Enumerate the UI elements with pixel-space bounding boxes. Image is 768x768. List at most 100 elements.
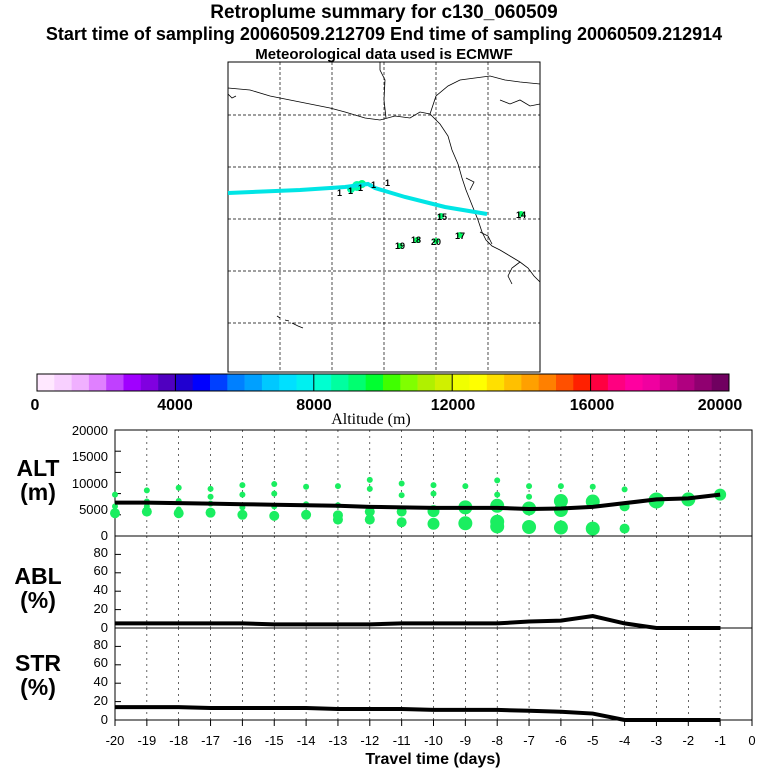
colorbar-cell (694, 374, 712, 391)
trajectory-map: 1 1 1 1 1 14 15 17 18 19 20 (227, 61, 541, 373)
colorbar-tick-label: 8000 (296, 397, 332, 414)
alt-particle-dot (427, 517, 440, 530)
x-axis-label: Travel time (days) (365, 751, 500, 768)
colorbar-cell (192, 374, 211, 391)
colorbar-cell (486, 374, 505, 391)
str-ytick-label: 40 (94, 674, 108, 689)
alt-particle-dot (332, 514, 343, 525)
abl-ytick-label: 0 (101, 620, 108, 635)
colorbar-cell (54, 374, 72, 391)
alt-particle-dot (621, 486, 628, 493)
alt-particle-dot (173, 508, 184, 519)
particle-marker (397, 243, 403, 249)
alt-particle-dot (271, 481, 278, 488)
colorbar-cell (348, 374, 366, 391)
colorbar-cell (383, 374, 401, 391)
alt-particle-dot (490, 519, 505, 534)
alt-particle-dot (553, 520, 568, 535)
alt-ylabel-unit: (m) (20, 479, 56, 505)
day-label: 1 (385, 178, 390, 188)
colorbar-cell (469, 374, 488, 391)
x-tick-label: -20 (106, 733, 125, 748)
alt-particle-dot (269, 510, 280, 521)
colorbar-cell (452, 374, 470, 391)
alt-particle-dot (143, 487, 150, 494)
colorbar-cell (244, 374, 263, 391)
colorbar-cell (434, 374, 453, 391)
alt-particle-dot (619, 523, 630, 534)
alt-particle-dot (462, 483, 469, 490)
x-tick-label: -8 (491, 733, 503, 748)
colorbar-cell (210, 374, 228, 391)
colorbar-cell (590, 374, 609, 391)
alt-particle-dot (522, 519, 537, 534)
colorbar-frame (36, 373, 730, 392)
abl-ytick-label: 40 (94, 582, 108, 597)
alt-particle-dot (112, 491, 118, 498)
alt-particle-dot (490, 498, 505, 513)
x-tick-label: -7 (523, 733, 535, 748)
x-tick-label: -12 (360, 733, 379, 748)
day-label: 15 (437, 212, 447, 222)
alt-particle-dot (237, 509, 248, 520)
colorbar-cell (607, 374, 626, 391)
alt-panel: ALT (m) 20000 15000 10000 5000 0 (16, 423, 753, 543)
colorbar-cell (659, 374, 678, 391)
colorbar-cell (261, 374, 280, 391)
str-ytick-label: 80 (94, 637, 108, 652)
str-ytick-label: 60 (94, 655, 108, 670)
day-label: 1 (371, 180, 376, 190)
colorbar-cell (504, 374, 522, 391)
colorbar-tick-label: 16000 (570, 397, 615, 414)
alt-particle-dot (458, 516, 473, 531)
day-labels: 1 1 1 1 1 14 15 17 18 19 20 (337, 178, 526, 251)
alt-particle-dot (112, 503, 118, 510)
x-tick-label: -18 (169, 733, 188, 748)
alt-particle-dot (430, 482, 437, 489)
day-label: 14 (516, 210, 526, 220)
x-axis-ticks: -20 -19 -18 -17 -16 -15 -14 -13 -12 -11 -10 -9 -8 -7-… (106, 720, 756, 748)
colorbar-cell (642, 374, 661, 391)
day-label: 18 (411, 235, 421, 245)
alt-particle-dot (494, 477, 501, 484)
x-tick-label: -2 (683, 733, 695, 748)
particle-marker (438, 213, 444, 219)
day-label: 17 (455, 231, 465, 241)
x-tick-label: -11 (393, 733, 411, 748)
alt-ytick-label: 10000 (72, 476, 108, 491)
x-tick-label: -10 (424, 733, 443, 748)
colorbar-cell (400, 374, 418, 391)
alt-particle-dot (557, 483, 564, 490)
alt-ylabel: ALT (16, 455, 59, 481)
colorbar-cell (538, 374, 557, 391)
colorbar-cell (313, 374, 332, 391)
x-tick-label: -14 (297, 733, 316, 748)
alt-particle-dot (175, 484, 182, 491)
x-tick-label: -13 (329, 733, 348, 748)
colorbar-tick-label: 0 (31, 397, 40, 414)
str-line (115, 705, 721, 722)
trajectory-line (227, 181, 488, 216)
x-tick-label: -9 (460, 733, 472, 748)
alt-particle-dot (271, 490, 278, 497)
alt-particle-dot (526, 493, 533, 500)
colorbar-tick-label: 12000 (431, 397, 476, 414)
alt-ytick-label: 0 (101, 528, 108, 543)
alt-particle-dot (526, 483, 533, 490)
abl-ylabel: ABL (14, 563, 61, 589)
map-gridlines (228, 62, 540, 372)
day-label: 19 (395, 241, 405, 251)
day-label: 20 (431, 237, 441, 247)
colorbar-cell (521, 374, 539, 391)
x-tick-label: -1 (714, 733, 726, 748)
colorbar-cell (365, 374, 384, 391)
coastlines (227, 62, 541, 329)
abl-line (115, 614, 721, 630)
alt-particle-dot (239, 491, 246, 498)
x-tick-label: -4 (619, 733, 631, 748)
x-tick-label: -19 (137, 733, 156, 748)
alt-particle-dot (110, 508, 120, 519)
alt-particle-dot (239, 482, 246, 489)
day-label: 1 (358, 183, 363, 193)
colorbar-label: Altitude (m) (331, 411, 411, 428)
